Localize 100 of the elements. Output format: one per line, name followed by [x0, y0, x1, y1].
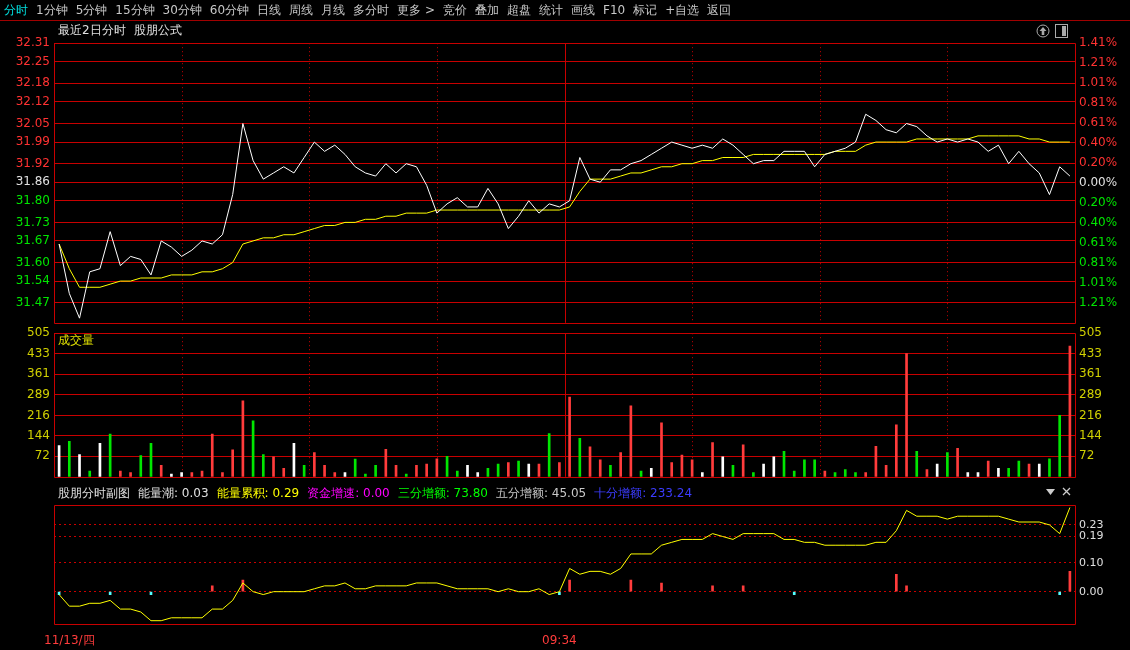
y-tick-label: 0.00: [1079, 584, 1104, 598]
bar: [272, 456, 275, 477]
bar: [619, 452, 622, 477]
y-tick-label: 216: [27, 407, 50, 422]
text: 60分钟: [208, 1, 251, 19]
text: 月线: [320, 1, 347, 19]
text: 5分钟: [74, 1, 109, 19]
bar: [159, 465, 163, 477]
bar: [568, 579, 571, 592]
y-tick-label: 72: [34, 448, 50, 463]
bar: [333, 472, 337, 477]
bar: [1007, 467, 1010, 477]
y-tick-label: 32.31: [15, 35, 50, 50]
y-tick-label: 505: [27, 325, 50, 340]
bar: [527, 463, 531, 477]
bar: [843, 469, 847, 477]
bar: [609, 465, 612, 477]
bar: [711, 585, 714, 592]
y-tick-label: 144: [27, 427, 50, 442]
bar: [517, 460, 520, 477]
y2-tick-label: 0.61%: [1079, 235, 1118, 250]
bar: [772, 456, 776, 477]
chart-subtitle: 股朋公式: [133, 22, 182, 39]
bar: [353, 458, 357, 477]
bar: [221, 472, 224, 477]
bar: [701, 472, 704, 477]
text: 更多 >: [396, 1, 436, 19]
text: 标记: [632, 1, 659, 19]
y2-tick-label: 1.01%: [1079, 75, 1118, 90]
text: 三分增额: 73.80: [397, 485, 488, 502]
text: 五分增额: 45.05: [495, 485, 587, 502]
text: 1分钟: [35, 1, 69, 19]
bar: [813, 459, 816, 477]
bar: [261, 454, 265, 477]
y-tick-label: 31.92: [15, 155, 50, 170]
bar: [997, 467, 1000, 477]
bar: [282, 467, 286, 477]
y2-tick-label: 0.81%: [1079, 255, 1118, 270]
bar: [466, 465, 469, 477]
bar: [905, 353, 908, 477]
y-tick-label: 31.86: [15, 174, 50, 189]
text: 日线: [256, 1, 283, 19]
chart-title: 最近2日分时: [58, 22, 126, 39]
y-tick-label: 289: [27, 386, 50, 401]
bar: [895, 424, 898, 477]
bar: [455, 470, 459, 477]
text: 统计: [538, 1, 564, 19]
y-tick-label: 32.12: [15, 94, 50, 109]
y2-tick-label: 0.20%: [1079, 194, 1118, 209]
x-tick-label: 11/13/四: [44, 632, 95, 647]
y-tick-label: 361: [27, 366, 50, 381]
bar: [792, 591, 796, 595]
bar: [762, 463, 765, 477]
bar: [660, 422, 663, 477]
bar: [905, 585, 908, 592]
bar: [803, 459, 806, 477]
bar: [721, 456, 725, 477]
bar: [1058, 415, 1062, 477]
text: 十分增额: 233.24: [594, 485, 693, 502]
text: F10: [602, 3, 627, 17]
bar: [568, 396, 571, 477]
y2-tick-label: 0.40%: [1079, 135, 1118, 150]
bar: [854, 472, 857, 477]
bar: [741, 585, 745, 592]
y-tick-label: 31.73: [15, 214, 50, 229]
text: 分时: [3, 1, 29, 19]
bar: [660, 582, 663, 592]
y-tick-label: 32.25: [15, 53, 50, 68]
text: 资金增速: 0.00: [307, 485, 390, 502]
bar: [425, 463, 428, 477]
bar: [1037, 463, 1041, 477]
bar: [741, 444, 745, 477]
bar: [946, 452, 949, 477]
bar: [1058, 591, 1062, 595]
y2-tick-label: 1.41%: [1079, 35, 1118, 50]
text: 返回: [706, 1, 733, 19]
x-tick-label: 09:34: [542, 632, 577, 647]
bar: [231, 449, 235, 477]
bar: [78, 454, 81, 477]
bar: [986, 460, 990, 477]
y-tick-label: 32.05: [15, 115, 50, 130]
bar: [711, 442, 714, 477]
y-tick-label: 0.10: [1079, 555, 1104, 569]
text: 周线: [288, 1, 315, 19]
chart-title: 成交量: [58, 332, 94, 349]
bar: [476, 472, 480, 477]
y-tick-label: 31.54: [15, 273, 50, 288]
bar: [507, 462, 510, 477]
bar: [547, 433, 551, 477]
bar: [129, 472, 132, 477]
text: 画线: [570, 1, 596, 19]
text: +自选: [664, 1, 701, 19]
bar: [210, 585, 214, 592]
bar: [649, 467, 653, 477]
text: 超盘: [506, 1, 532, 19]
bar: [323, 465, 326, 477]
bar: [792, 470, 796, 477]
text: 能量潮: 0.03: [138, 485, 209, 502]
y-tick-label: 31.99: [15, 134, 50, 149]
bar: [180, 472, 183, 477]
